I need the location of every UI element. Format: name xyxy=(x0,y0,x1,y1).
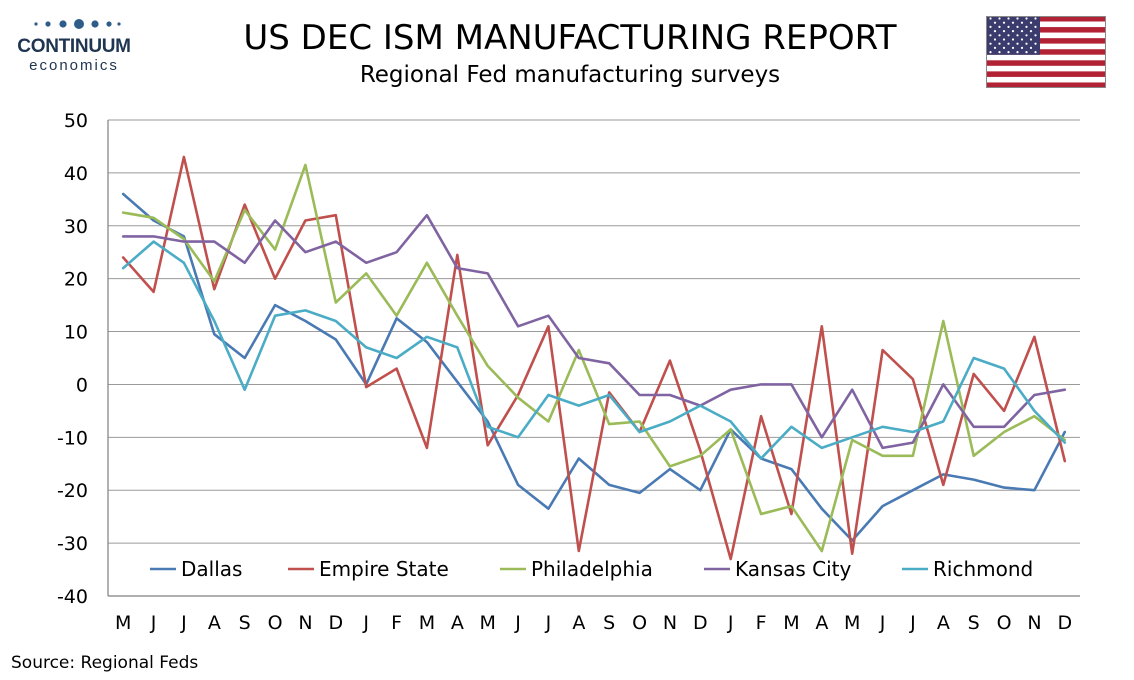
y-tick-label: 50 xyxy=(64,110,88,132)
x-tick-label: A xyxy=(937,612,950,634)
x-tick-label: J xyxy=(362,612,369,634)
x-tick-label: J xyxy=(150,612,157,634)
x-tick-label: D xyxy=(328,612,343,634)
y-tick-label: -20 xyxy=(57,480,88,502)
x-tick-label: N xyxy=(298,612,312,634)
x-tick-label: J xyxy=(909,612,916,634)
x-tick-label: A xyxy=(815,612,828,634)
x-tick-label: J xyxy=(514,612,521,634)
x-tick-label: J xyxy=(180,612,187,634)
y-tick-labels: 50 40 30 20 10 0 -10 -20 -30 -40 xyxy=(57,110,88,608)
series-lines xyxy=(121,155,1067,561)
series-line-kansas-city xyxy=(121,213,1067,450)
x-tick-label: O xyxy=(632,612,647,634)
series-line-philadelphia xyxy=(121,163,1067,553)
x-tick-label: A xyxy=(451,612,464,634)
x-tick-label: M xyxy=(479,612,495,634)
y-tick-label: -10 xyxy=(57,427,88,449)
chart-subtitle: Regional Fed manufacturing surveys xyxy=(359,62,781,88)
legend-label: Empire State xyxy=(319,557,449,581)
legend-label: Richmond xyxy=(933,557,1033,581)
source-note: Source: Regional Feds xyxy=(11,653,199,673)
legend-label: Philadelphia xyxy=(531,557,653,581)
x-tick-label: J xyxy=(727,612,734,634)
x-tick-label: S xyxy=(968,612,980,634)
x-tick-label: S xyxy=(603,612,615,634)
logo-dots-icon xyxy=(34,19,121,29)
x-tick-label: M xyxy=(419,612,435,634)
y-tick-label: 40 xyxy=(64,163,88,185)
chart-title: US DEC ISM MANUFACTURING REPORT xyxy=(243,18,897,58)
brand-tagline: economics xyxy=(29,57,119,74)
y-tick-label: 0 xyxy=(76,374,88,396)
series-line-empire-state xyxy=(121,155,1067,561)
y-tick-label: 20 xyxy=(64,269,88,291)
x-tick-label: D xyxy=(1057,612,1072,634)
y-tick-label: 30 xyxy=(64,216,88,238)
y-tick-label: 10 xyxy=(64,322,88,344)
x-tick-label: F xyxy=(756,612,767,634)
x-tick-label: S xyxy=(239,612,251,634)
axes xyxy=(107,120,1080,597)
x-tick-label: M xyxy=(783,612,799,634)
x-tick-label: A xyxy=(208,612,221,634)
brand-name: CONTINUUM xyxy=(17,36,131,57)
x-tick-label: F xyxy=(391,612,402,634)
us-flag-icon xyxy=(986,16,1106,88)
x-tick-label: M xyxy=(844,612,860,634)
x-tick-label: D xyxy=(693,612,708,634)
x-tick-label: O xyxy=(268,612,283,634)
continuum-logo: CONTINUUM economics xyxy=(14,14,134,78)
x-tick-label: N xyxy=(663,612,677,634)
x-tick-label: A xyxy=(572,612,585,634)
y-tick-label: -30 xyxy=(57,533,88,555)
x-tick-label: J xyxy=(879,612,886,634)
x-tick-label: M xyxy=(115,612,131,634)
y-tick-label: -40 xyxy=(57,586,88,608)
series-line-richmond xyxy=(121,240,1067,460)
x-tick-label: O xyxy=(997,612,1012,634)
series-line-dallas xyxy=(121,192,1067,542)
x-tick-label: N xyxy=(1027,612,1041,634)
legend-label: Dallas xyxy=(181,557,242,581)
legend: Dallas Empire State Philadelphia Kansas Cit… xyxy=(150,557,1033,581)
x-tick-label: J xyxy=(545,612,552,634)
legend-label: Kansas City xyxy=(735,557,852,581)
